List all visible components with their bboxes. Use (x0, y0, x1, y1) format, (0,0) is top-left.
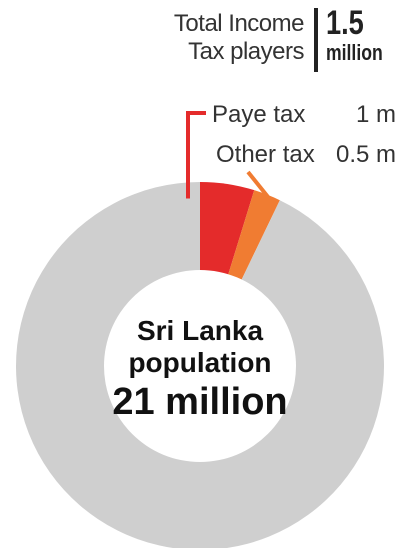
center-label: Sri Lanka population 21 million (112, 315, 287, 423)
header-value-unit: million (326, 40, 383, 65)
legend: Paye tax 1 m Other tax 0.5 m (212, 101, 396, 168)
legend-label-other: Other tax (216, 141, 315, 168)
center-label-line3: 21 million (112, 381, 287, 423)
header-value-number: 1.5 (326, 4, 364, 42)
center-label-line1: Sri Lanka (137, 315, 263, 346)
legend-value-paye: 1 m (356, 101, 396, 128)
header-label-line1: Total Income (173, 10, 305, 37)
legend-leader-lines (186, 111, 270, 199)
leader-line-other (246, 170, 270, 199)
slice-rest-population (16, 182, 384, 548)
total-taxpayers-value: 1.5 million (326, 6, 397, 66)
leader-line-paye (186, 111, 206, 199)
legend-label-paye: Paye tax (212, 101, 305, 128)
header-divider (314, 8, 318, 72)
header-label-line2: Tax players (188, 38, 304, 65)
legend-value-other: 0.5 m (336, 141, 396, 168)
donut-hole (104, 270, 296, 462)
chart-header: Total Income Tax players 1.5 million (0, 6, 400, 76)
total-income-tax-players-label: Total Income Tax players (173, 10, 305, 66)
center-label-line2: population (128, 347, 271, 378)
